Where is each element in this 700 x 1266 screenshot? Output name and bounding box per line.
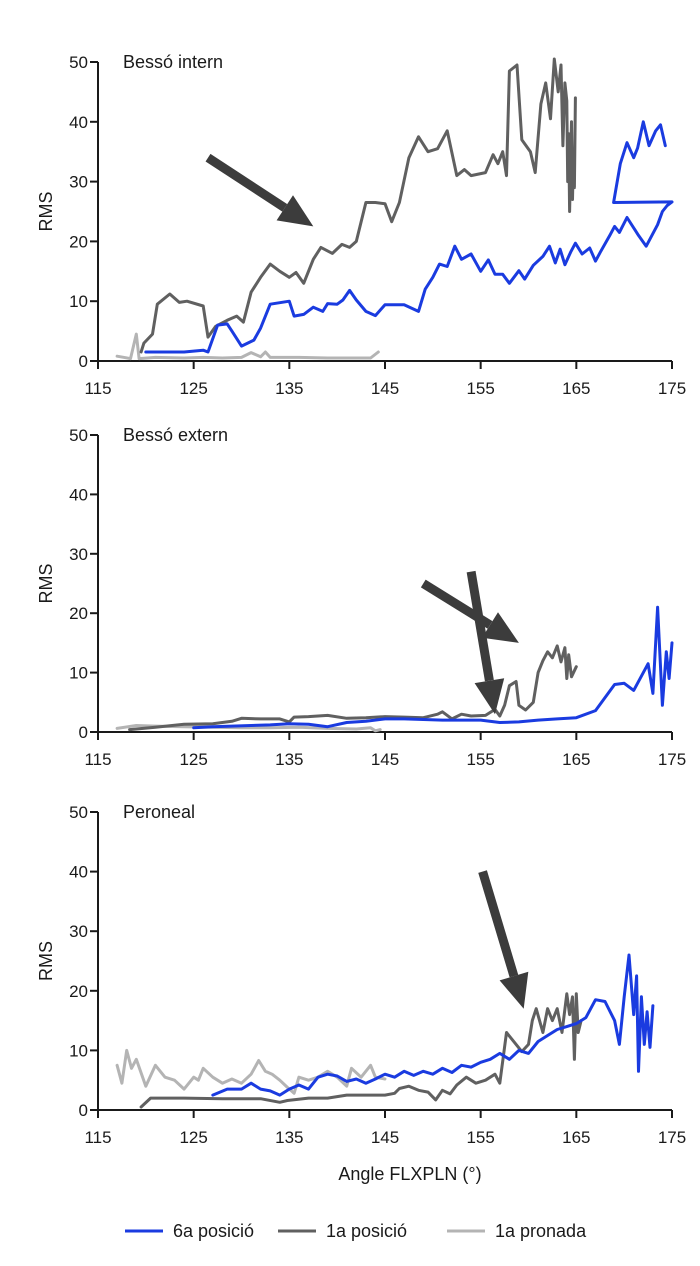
x-tick-label: 155	[466, 379, 494, 398]
legend-item: 1a posició	[278, 1221, 407, 1241]
y-tick-label: 40	[69, 113, 88, 132]
x-tick-label: 175	[658, 1128, 686, 1147]
series-line	[128, 644, 578, 732]
panel-title: Bessó extern	[123, 425, 228, 445]
arrow-head	[482, 612, 519, 643]
arrow-shaft	[466, 570, 494, 682]
x-tick-label: 165	[562, 750, 590, 769]
legend-item: 1a pronada	[447, 1221, 587, 1241]
x-tick-label: 125	[179, 1128, 207, 1147]
series-line	[115, 1048, 387, 1095]
series-line	[139, 992, 583, 1109]
panel-title: Peroneal	[123, 802, 195, 822]
x-tick-label: 115	[84, 379, 111, 398]
y-tick-label: 20	[69, 232, 88, 251]
x-tick-label: 145	[371, 379, 399, 398]
y-tick-label: 0	[79, 1101, 88, 1120]
x-tick-label: 135	[275, 379, 303, 398]
panel-2: 0 10 20 30 40 50 115 125 135 145 155 165 175 RMS Peron…	[36, 802, 686, 1147]
y-tick-label: 40	[69, 485, 88, 504]
series-line	[115, 332, 380, 361]
y-tick-label: 30	[69, 545, 88, 564]
series-line	[139, 57, 577, 354]
series-line	[192, 605, 674, 730]
x-tick-label: 135	[275, 1128, 303, 1147]
arrow-shaft	[478, 870, 519, 978]
arrow-head	[276, 195, 314, 227]
y-tick-label: 20	[69, 982, 88, 1001]
y-axis-title: RMS	[36, 941, 56, 981]
y-tick-label: 20	[69, 604, 88, 623]
x-tick-label: 155	[466, 750, 494, 769]
x-tick-label: 175	[658, 379, 686, 398]
panel-title: Bessó intern	[123, 52, 223, 72]
y-tick-label: 10	[69, 292, 88, 311]
y-tick-label: 30	[69, 173, 88, 192]
legend-item: 6a posició	[125, 1221, 254, 1241]
panel-1: 0 10 20 30 40 50 115 125 135 145 155 165 175 RMS Bessó…	[36, 425, 686, 769]
y-tick-label: 50	[69, 426, 88, 445]
x-tick-label: 125	[179, 379, 207, 398]
y-tick-label: 10	[69, 1041, 88, 1060]
y-tick-label: 50	[69, 53, 88, 72]
x-tick-label: 115	[84, 750, 111, 769]
y-axis-title: RMS	[36, 192, 56, 232]
y-tick-label: 0	[79, 352, 88, 371]
x-tick-label: 145	[371, 750, 399, 769]
panels: 0 10 20 30 40 50 115 125 135 145 155 165 175 RMS Bessó…	[36, 52, 686, 1147]
y-tick-label: 10	[69, 664, 88, 683]
x-tick-label: 145	[371, 1128, 399, 1147]
y-tick-label: 30	[69, 922, 88, 941]
x-tick-label: 115	[84, 1128, 111, 1147]
annotation-arrow	[466, 570, 505, 715]
x-tick-label: 165	[562, 1128, 590, 1147]
x-tick-label: 175	[658, 750, 686, 769]
arrow-shaft	[205, 153, 288, 212]
legend-label: 1a pronada	[495, 1221, 587, 1241]
arrow-head	[474, 678, 505, 715]
annotation-arrow	[205, 153, 314, 227]
x-axis-title: Angle FLXPLN (°)	[338, 1164, 481, 1184]
panel-0: 0 10 20 30 40 50 115 125 135 145 155 165 175 RMS Bessó…	[36, 52, 686, 398]
legend-label: 1a posició	[326, 1221, 407, 1241]
legend-label: 6a posició	[173, 1221, 254, 1241]
annotation-arrow	[478, 870, 529, 1009]
x-tick-label: 165	[562, 379, 590, 398]
legend: 6a posició 1a posició 1a pronada	[125, 1221, 587, 1241]
x-tick-label: 135	[275, 750, 303, 769]
annotations	[205, 153, 529, 1009]
x-tick-label: 155	[466, 1128, 494, 1147]
x-tick-label: 125	[179, 750, 207, 769]
y-tick-label: 0	[79, 723, 88, 742]
y-tick-label: 50	[69, 803, 88, 822]
arrow-head	[499, 971, 529, 1009]
series-line	[144, 120, 674, 354]
y-tick-label: 40	[69, 863, 88, 882]
y-axis-title: RMS	[36, 564, 56, 604]
series-line	[211, 953, 655, 1097]
